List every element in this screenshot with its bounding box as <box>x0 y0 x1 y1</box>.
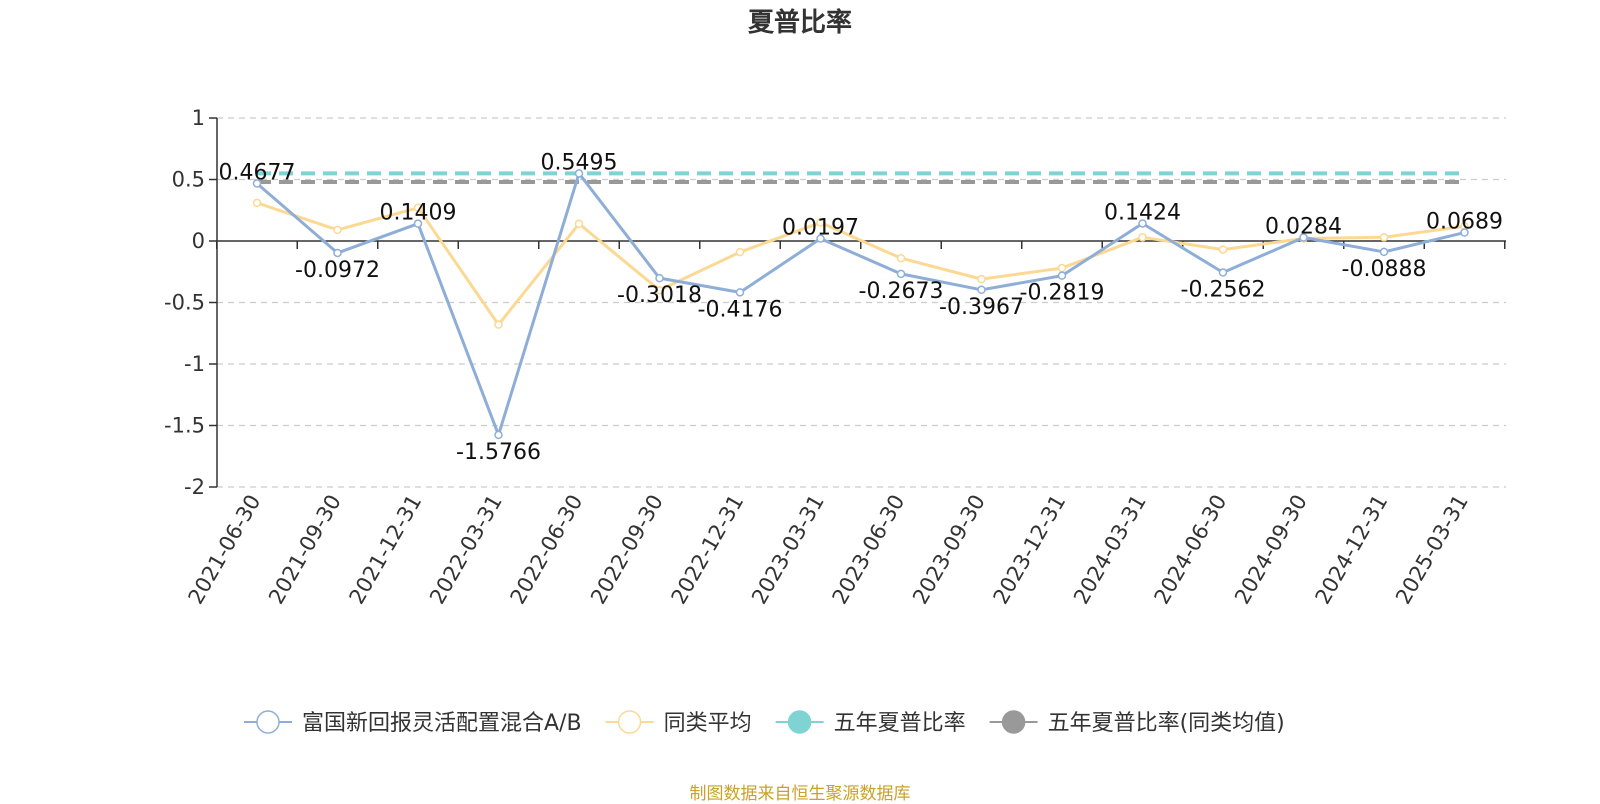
data-point[interactable] <box>816 234 825 243</box>
data-point[interactable] <box>1138 233 1147 242</box>
x-tick-label: 2024-06-30 <box>1150 491 1232 609</box>
legend-marker-icon <box>617 710 642 734</box>
x-tick-label: 2021-06-30 <box>184 491 266 609</box>
data-label: -0.4176 <box>698 297 783 322</box>
x-tick-label: 2021-09-30 <box>264 491 346 609</box>
data-point[interactable] <box>333 225 342 235</box>
data-point[interactable] <box>655 285 664 295</box>
data-label: 0.1409 <box>380 201 457 226</box>
data-point[interactable] <box>735 288 745 297</box>
legend-item[interactable]: 五年夏普比率(同类均值) <box>989 710 1285 736</box>
data-point[interactable] <box>816 218 825 227</box>
data-point[interactable] <box>1460 228 1469 237</box>
x-tick-label: 2023-09-30 <box>908 491 990 609</box>
data-point[interactable] <box>977 274 986 284</box>
legend-item[interactable]: 五年夏普比率 <box>775 710 966 736</box>
data-point[interactable] <box>896 253 906 263</box>
x-tick-label: 2022-06-30 <box>506 491 588 609</box>
data-label: -0.0972 <box>295 258 380 283</box>
data-label: -0.3018 <box>617 283 702 308</box>
data-point[interactable] <box>655 273 664 283</box>
x-tick-label: 2023-03-31 <box>747 491 829 609</box>
series-lines <box>252 169 1469 440</box>
x-tick-label: 2022-03-31 <box>425 491 507 609</box>
legend-marker-icon <box>256 710 280 734</box>
data-point[interactable] <box>413 219 423 228</box>
data-point[interactable] <box>1138 219 1147 228</box>
legend-marker-icon <box>787 710 812 734</box>
source-note: 制图数据来自恒生聚源数据库 <box>689 784 911 804</box>
data-point[interactable] <box>1057 263 1067 273</box>
data-label: 0.0689 <box>1426 210 1503 235</box>
data-point[interactable] <box>1218 245 1228 254</box>
chart-title: 夏普比率 <box>747 8 852 38</box>
data-label: -0.2819 <box>1020 281 1105 306</box>
legend-item[interactable]: 同类平均 <box>605 710 752 736</box>
data-point[interactable] <box>494 320 503 329</box>
data-label: -0.2673 <box>859 279 944 304</box>
data-label: -0.2562 <box>1181 278 1266 303</box>
x-tick-label: 2025-03-31 <box>1391 491 1473 609</box>
legend-marker-icon <box>1001 710 1026 734</box>
x-tick-label: 2021-12-31 <box>345 491 427 609</box>
y-tick-label: 0.5 <box>172 168 205 192</box>
x-tick-label: 2024-09-30 <box>1230 491 1312 609</box>
data-point[interactable] <box>574 219 584 229</box>
y-tick-label: -1.5 <box>164 414 205 438</box>
x-tick-label: 2024-12-31 <box>1311 491 1393 609</box>
data-point[interactable] <box>1379 247 1389 257</box>
data-point[interactable] <box>1057 271 1067 280</box>
x-tick-label: 2022-09-30 <box>586 491 668 609</box>
data-labels: 0.4677-0.09720.1409-1.57660.5495-0.3018-… <box>219 150 1503 465</box>
y-tick-label: 1 <box>192 106 205 130</box>
data-point[interactable] <box>574 169 584 178</box>
data-label: 0.1424 <box>1104 200 1181 225</box>
data-point[interactable] <box>1379 233 1389 242</box>
data-point[interactable] <box>896 269 906 279</box>
data-label: 0.4677 <box>219 160 296 185</box>
data-point[interactable] <box>252 179 262 188</box>
legend-label: 五年夏普比率(同类均值) <box>1048 711 1285 736</box>
y-tick-label: -2 <box>184 475 205 499</box>
legend-label: 富国新回报灵活配置混合A/B <box>302 711 582 736</box>
grid-lines <box>217 117 1506 488</box>
y-tick-label: 0 <box>192 229 205 253</box>
legend[interactable]: 富国新回报灵活配置混合A/B 同类平均 五年夏普比率 五年夏普比率(同类均值) <box>244 710 1285 736</box>
x-tick-label: 2022-12-31 <box>667 491 749 609</box>
x-tick-label: 2023-12-31 <box>989 491 1071 609</box>
data-label: -0.0888 <box>1342 257 1427 282</box>
data-label: 0.0197 <box>782 216 859 241</box>
x-tick-label: 2024-03-31 <box>1069 491 1151 609</box>
y-tick-label: -1 <box>184 352 205 376</box>
data-point[interactable] <box>413 203 423 213</box>
series-line <box>256 201 1465 327</box>
data-point[interactable] <box>1299 233 1308 242</box>
data-point[interactable] <box>977 285 986 295</box>
legend-label: 同类平均 <box>664 711 752 736</box>
data-label: -1.5766 <box>456 440 541 465</box>
y-tick-label: -0.5 <box>164 291 205 315</box>
data-point[interactable] <box>1218 268 1228 277</box>
data-label: 0.5495 <box>541 150 618 175</box>
data-point[interactable] <box>735 247 745 257</box>
data-point[interactable] <box>494 430 503 440</box>
x-tick-label: 2023-06-30 <box>828 491 910 609</box>
data-point[interactable] <box>333 248 342 258</box>
data-point[interactable] <box>252 198 262 208</box>
data-label: -0.3967 <box>939 295 1024 320</box>
legend-label: 五年夏普比率 <box>834 711 966 736</box>
data-label: 0.0284 <box>1265 215 1342 240</box>
legend-item[interactable]: 富国新回报灵活配置混合A/B <box>244 710 582 736</box>
series-line <box>256 171 1465 437</box>
